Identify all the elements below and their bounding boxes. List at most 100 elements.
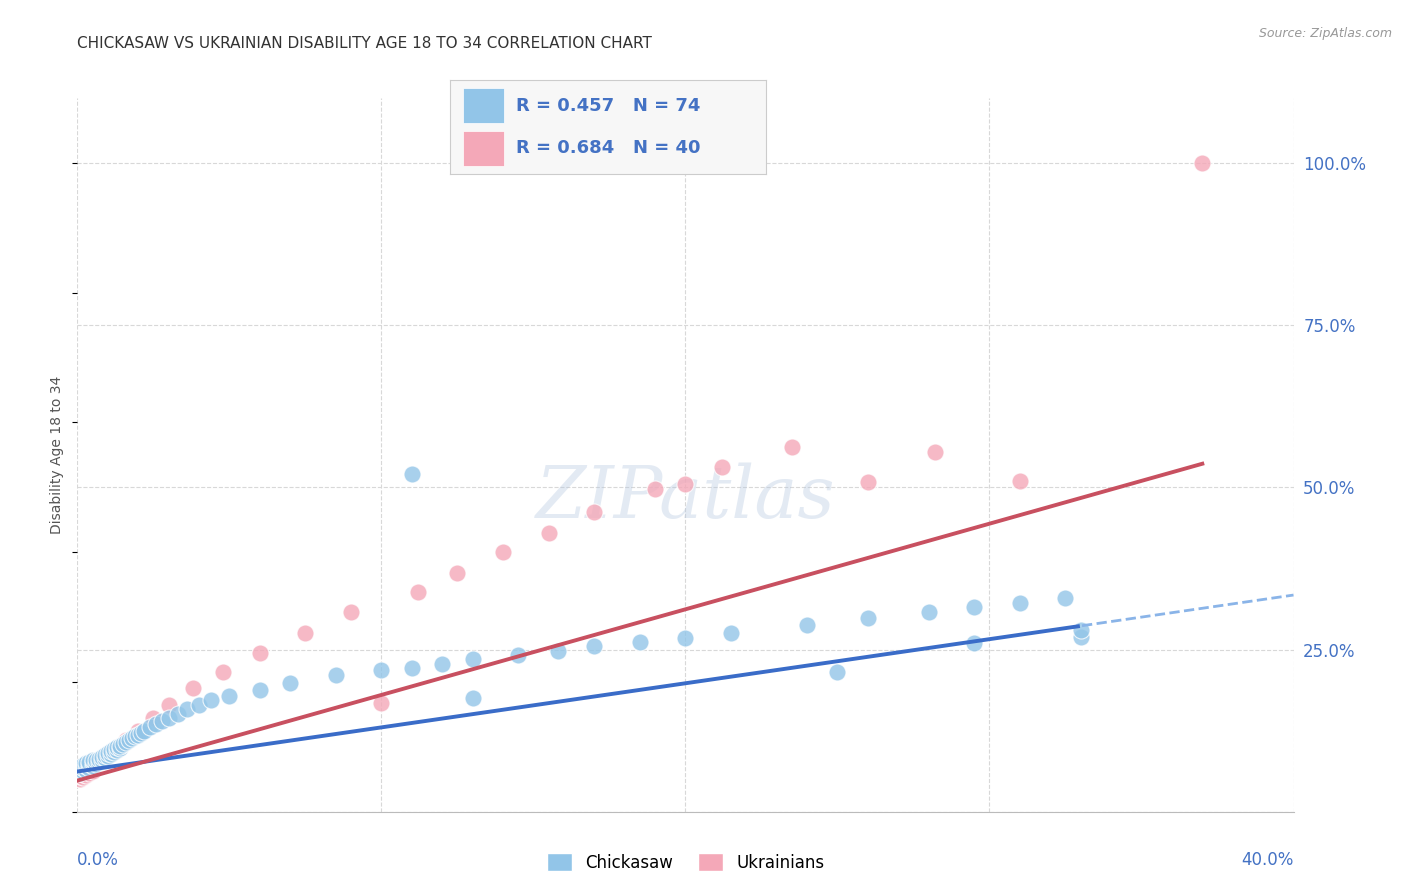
Point	[82, 753, 104, 767]
Point	[200, 693, 222, 707]
Point	[1070, 630, 1092, 644]
Point	[370, 663, 392, 677]
Point	[508, 648, 530, 662]
Point	[176, 702, 198, 716]
Bar	[463, 87, 503, 123]
Point	[124, 730, 146, 744]
Point	[72, 764, 94, 779]
Point	[108, 739, 131, 753]
Text: R = 0.684   N = 40: R = 0.684 N = 40	[516, 139, 700, 157]
Point	[75, 764, 97, 779]
Point	[675, 477, 697, 491]
Point	[181, 681, 204, 696]
Point	[127, 727, 149, 741]
Text: Source: ZipAtlas.com: Source: ZipAtlas.com	[1258, 27, 1392, 40]
Point	[93, 748, 115, 763]
Point	[93, 751, 115, 765]
Point	[401, 467, 423, 482]
Point	[461, 652, 484, 666]
Point	[406, 585, 429, 599]
Point	[432, 657, 454, 671]
Point	[134, 723, 156, 738]
Point	[278, 676, 301, 690]
Point	[108, 739, 131, 753]
Point	[84, 754, 107, 768]
Text: ZIPatlas: ZIPatlas	[536, 462, 835, 533]
Point	[97, 747, 120, 761]
Point	[152, 714, 174, 728]
Point	[108, 741, 131, 756]
Point	[918, 605, 941, 619]
Point	[145, 717, 167, 731]
Text: 0.0%: 0.0%	[77, 851, 120, 869]
Point	[139, 720, 162, 734]
Point	[72, 770, 94, 784]
Point	[69, 765, 91, 780]
Point	[97, 748, 120, 763]
Point	[537, 525, 560, 540]
Point	[340, 605, 363, 619]
Point	[583, 505, 606, 519]
Point	[82, 764, 104, 778]
Point	[90, 753, 112, 767]
Point	[72, 758, 94, 772]
Point	[963, 600, 986, 615]
Point	[142, 711, 165, 725]
Point	[446, 566, 468, 580]
Point	[100, 744, 122, 758]
Point	[547, 644, 569, 658]
Point	[157, 711, 180, 725]
Point	[827, 665, 849, 680]
Point	[720, 626, 742, 640]
Point	[675, 631, 697, 645]
Point	[628, 634, 651, 648]
Point	[1008, 474, 1031, 488]
Point	[79, 765, 101, 780]
Point	[105, 740, 128, 755]
Point	[780, 440, 803, 454]
Point	[370, 696, 392, 710]
Point	[963, 636, 986, 650]
Point	[1070, 623, 1092, 637]
Bar	[463, 131, 503, 167]
Point	[79, 755, 101, 769]
Point	[103, 742, 125, 756]
Point	[97, 747, 120, 762]
Point	[218, 690, 240, 704]
Point	[79, 757, 101, 772]
Point	[69, 772, 91, 787]
Point	[90, 753, 112, 767]
Point	[115, 734, 138, 748]
Point	[90, 749, 112, 764]
Point	[796, 618, 818, 632]
Point	[401, 661, 423, 675]
Point	[82, 758, 104, 772]
Point	[157, 698, 180, 712]
Point	[856, 611, 879, 625]
Point	[118, 733, 141, 747]
Point	[249, 682, 271, 697]
Point	[325, 668, 347, 682]
Point	[87, 755, 110, 769]
Point	[115, 733, 138, 747]
Point	[69, 769, 91, 783]
Point	[166, 707, 188, 722]
Legend: Chickasaw, Ukrainians: Chickasaw, Ukrainians	[540, 847, 831, 879]
Point	[492, 545, 515, 559]
Point	[75, 768, 97, 782]
Point	[1008, 596, 1031, 610]
Point	[72, 767, 94, 781]
Point	[710, 459, 733, 474]
Point	[75, 759, 97, 773]
Point	[75, 763, 97, 777]
Point	[82, 761, 104, 775]
Point	[103, 745, 125, 759]
Point	[294, 626, 316, 640]
Point	[87, 751, 110, 765]
Point	[75, 756, 97, 770]
Point	[1054, 591, 1077, 605]
Point	[105, 743, 128, 757]
Point	[84, 756, 107, 771]
Point	[249, 646, 271, 660]
Point	[924, 444, 946, 458]
